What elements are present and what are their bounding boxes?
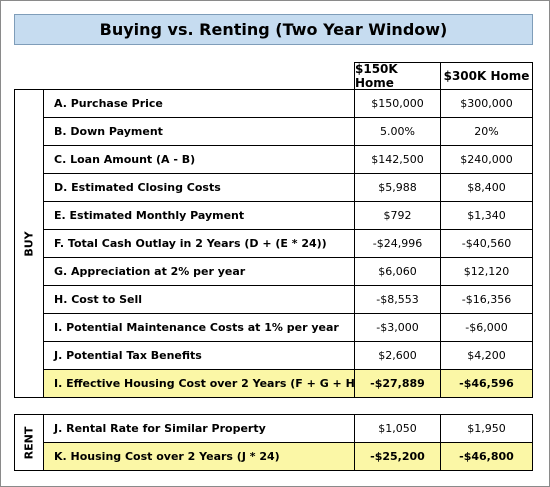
value-300k: -$46,596 <box>459 377 514 390</box>
row-label: C. Loan Amount (A - B) <box>44 146 355 173</box>
table-row: D. Estimated Closing Costs $5,988 $8,400 <box>43 173 533 202</box>
table-row: A. Purchase Price $150,000 $300,000 <box>43 89 533 118</box>
column-header-150k: $150K Home <box>354 62 441 90</box>
value-300k: -$46,800 <box>459 450 514 463</box>
value-150k: $1,050 <box>355 415 441 442</box>
row-label: D. Estimated Closing Costs <box>44 174 355 201</box>
value-150k: -$3,000 <box>355 314 441 341</box>
row-label: J. Potential Tax Benefits <box>44 342 355 369</box>
value-300k: $4,200 <box>467 349 506 362</box>
row-label: I. Effective Housing Cost over 2 Years (… <box>44 370 355 397</box>
row-label: G. Appreciation at 2% per year <box>44 258 355 285</box>
row-label: E. Estimated Monthly Payment <box>44 202 355 229</box>
value-150k: -$24,996 <box>355 230 441 257</box>
value-300k: $240,000 <box>460 153 513 166</box>
value-300k: -$16,356 <box>461 293 512 306</box>
table-row: E. Estimated Monthly Payment $792 $1,340 <box>43 201 533 230</box>
value-300k: -$6,000 <box>465 321 508 334</box>
value-150k: $792 <box>355 202 441 229</box>
table-row: J. Rental Rate for Similar Property $1,0… <box>43 414 533 443</box>
table-row: B. Down Payment 5.00% 20% <box>43 117 533 146</box>
row-label: J. Rental Rate for Similar Property <box>44 415 355 442</box>
total-row-rent-housing-cost: K. Housing Cost over 2 Years (J * 24) -$… <box>43 442 533 471</box>
rent-section-label: RENT <box>14 414 44 471</box>
value-300k: $1,340 <box>467 209 506 222</box>
table-row: H. Cost to Sell -$8,553 -$16,356 <box>43 285 533 314</box>
buy-label-text: BUY <box>22 230 36 257</box>
value-300k: 20% <box>474 125 499 138</box>
row-label: H. Cost to Sell <box>44 286 355 313</box>
value-300k: $12,120 <box>463 265 510 278</box>
table-row: C. Loan Amount (A - B) $142,500 $240,000 <box>43 145 533 174</box>
value-300k: $8,400 <box>467 181 506 194</box>
value-150k: -$25,200 <box>355 443 441 470</box>
value-300k: $1,950 <box>467 422 506 435</box>
buy-section-label: BUY <box>14 89 44 398</box>
table-row: I. Potential Maintenance Costs at 1% per… <box>43 313 533 342</box>
column-header-300k: $300K Home <box>440 62 533 90</box>
value-150k: $5,988 <box>355 174 441 201</box>
value-150k: $6,060 <box>355 258 441 285</box>
table-row: J. Potential Tax Benefits $2,600 $4,200 <box>43 341 533 370</box>
row-label: B. Down Payment <box>44 118 355 145</box>
value-150k: $2,600 <box>355 342 441 369</box>
sheet-title: Buying vs. Renting (Two Year Window) <box>14 14 533 45</box>
table-row: F. Total Cash Outlay in 2 Years (D + (E … <box>43 229 533 258</box>
value-300k: $300,000 <box>460 97 513 110</box>
value-150k: $150,000 <box>355 90 441 117</box>
row-label: A. Purchase Price <box>44 90 355 117</box>
value-150k: -$8,553 <box>355 286 441 313</box>
row-label: K. Housing Cost over 2 Years (J * 24) <box>44 443 355 470</box>
row-label: F. Total Cash Outlay in 2 Years (D + (E … <box>44 230 355 257</box>
value-300k: -$40,560 <box>461 237 512 250</box>
value-150k: -$27,889 <box>355 370 441 397</box>
value-150k: $142,500 <box>355 146 441 173</box>
table-row: G. Appreciation at 2% per year $6,060 $1… <box>43 257 533 286</box>
row-label: I. Potential Maintenance Costs at 1% per… <box>44 314 355 341</box>
value-150k: 5.00% <box>355 118 441 145</box>
total-row-effective-housing-cost: I. Effective Housing Cost over 2 Years (… <box>43 369 533 398</box>
rent-label-text: RENT <box>22 426 36 459</box>
